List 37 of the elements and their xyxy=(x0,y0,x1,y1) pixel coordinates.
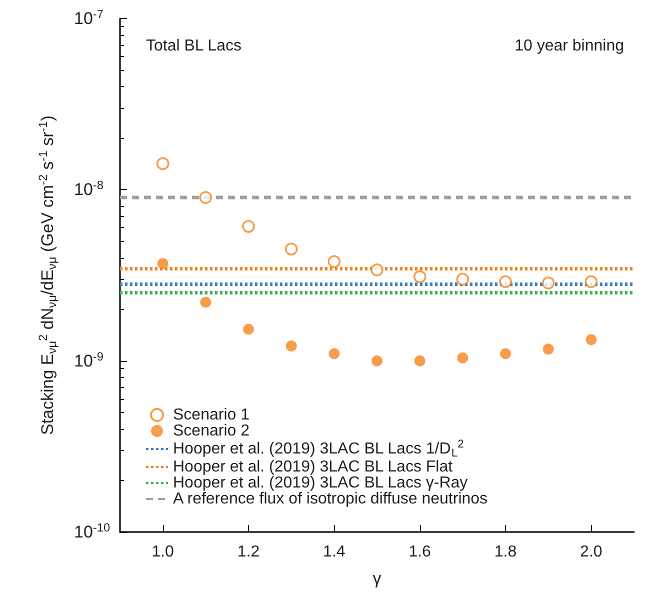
point xyxy=(456,272,470,286)
point xyxy=(584,275,598,288)
point xyxy=(586,334,597,346)
point xyxy=(542,344,554,355)
x-tick-label: 1.4 xyxy=(323,544,346,560)
legend-label: Scenario 1 xyxy=(173,406,250,424)
x-tick-label: 1.6 xyxy=(408,544,432,560)
point xyxy=(414,355,426,366)
point xyxy=(157,258,168,270)
point xyxy=(199,191,212,204)
x-tick-label: 1.2 xyxy=(237,544,260,560)
point xyxy=(328,255,341,268)
point xyxy=(286,340,297,352)
annotation: Total BL Lacs xyxy=(146,38,242,54)
point xyxy=(243,324,254,335)
point xyxy=(457,352,468,364)
legend-label: Hooper et al. (2019) 3LAC BL Lacs γ-Ray xyxy=(173,474,468,492)
point xyxy=(156,157,170,170)
point xyxy=(542,276,555,290)
point xyxy=(328,348,340,360)
point xyxy=(242,220,255,233)
point xyxy=(499,275,512,288)
legend-label: Hooper et al. (2019) 3LAC BL Lacs Flat xyxy=(173,458,454,476)
text: Stacking Eνμ2 dNνμ/dEνμ (GeV cm-2 s-1 sr-1) xyxy=(36,115,59,436)
x-tick-label: 1.0 xyxy=(152,544,174,560)
point xyxy=(372,355,382,366)
legend-label: A reference flux of isotropic diffuse neutrinos xyxy=(173,490,488,508)
point xyxy=(370,263,384,276)
annotation: 10 year binning xyxy=(514,38,624,54)
point xyxy=(200,296,212,308)
x-axis-title: γ xyxy=(372,569,382,588)
point xyxy=(284,242,298,256)
legend-label: Scenario 2 xyxy=(173,422,250,440)
point xyxy=(500,348,511,360)
x-tick-label: 1.8 xyxy=(494,544,517,560)
point xyxy=(413,270,426,284)
x-tick-label: 2.0 xyxy=(580,544,602,560)
